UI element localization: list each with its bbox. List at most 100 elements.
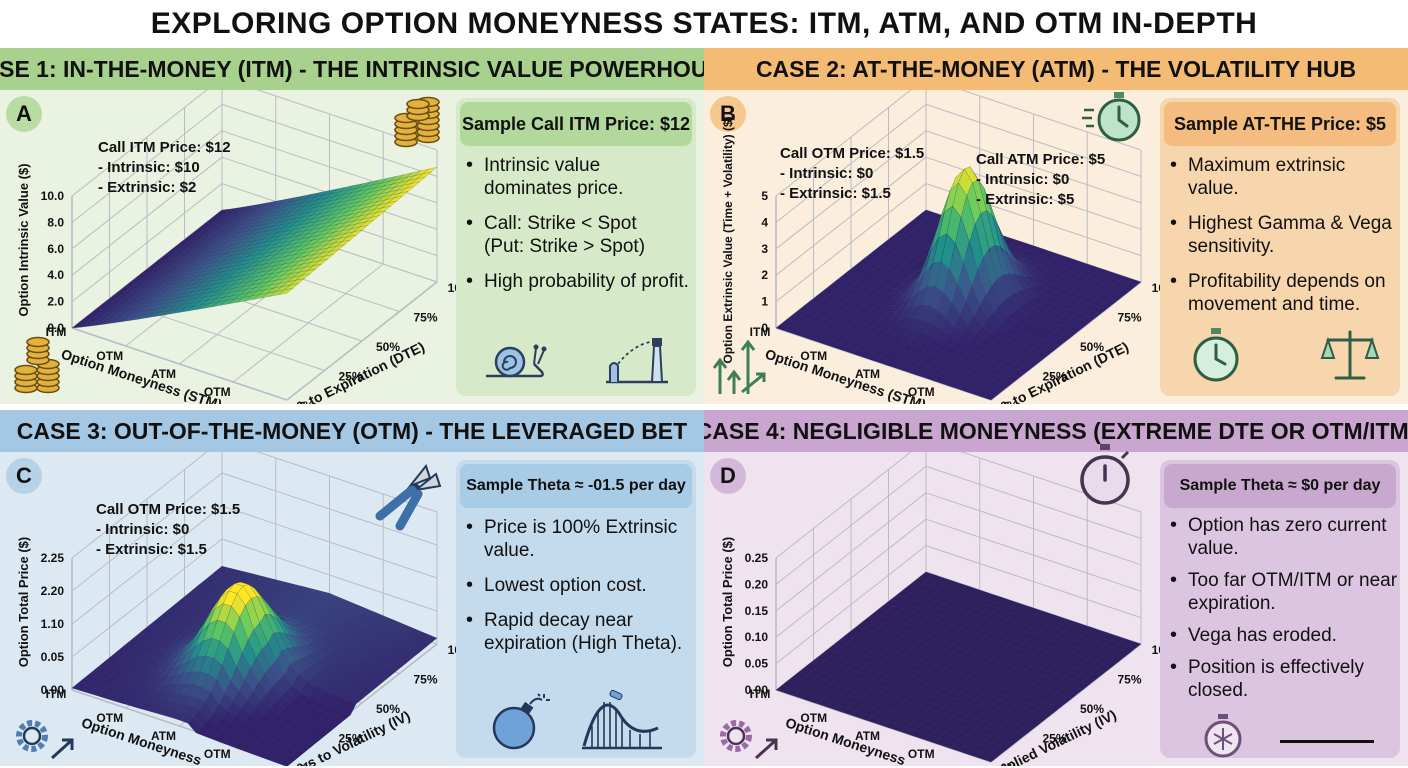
bullet-text: Maximum extrinsic — [1188, 155, 1346, 176]
case-4-letter: D — [710, 458, 746, 494]
z-tick-label: 0.10 — [745, 630, 769, 644]
case-1-panel: Sample Call ITM Price: $12 Intrinsic val… — [456, 98, 696, 396]
x-tick-label: ATM — [151, 729, 176, 743]
bullet-item: Lowest option cost. — [464, 574, 692, 597]
bullet-text: Option has zero current — [1188, 515, 1387, 536]
bullet-text: Too far OTM/ITM or near — [1188, 570, 1398, 591]
case-3-panel-title: Sample Theta ≈ -01.5 per day — [460, 464, 692, 508]
bullet-item: Vega has eroded. — [1168, 624, 1396, 647]
lighthouse-icon — [606, 338, 668, 384]
x-tick-label: OTM — [908, 747, 935, 761]
z-tick-label: 0.05 — [745, 657, 769, 671]
divider-line — [1280, 740, 1374, 743]
surface-cell — [1091, 306, 1107, 315]
surface-cell — [1103, 659, 1119, 667]
z-tick-label: 0.15 — [745, 604, 769, 618]
case-4-banner: CASE 4: NEGLIGIBLE MONEYNESS (EXTREME DT… — [704, 410, 1408, 452]
x-axis-label: Option Moneyness (STM) — [59, 346, 224, 404]
bullet-text: expiration (High Theta). — [484, 633, 683, 654]
annotation-text: - Extrinsic: $5 — [976, 191, 1074, 208]
bullet-text: Intrinsic value — [484, 155, 601, 176]
main-title: EXPLORING OPTION MONEYNESS STATES: ITM, … — [150, 7, 1258, 40]
y-tick-label: 25% — [1042, 732, 1066, 746]
bullet-text: Price is 100% Extrinsic — [484, 517, 678, 538]
roller-coaster-icon — [582, 689, 662, 750]
x-tick-label: OTM — [204, 747, 231, 761]
z-tick-label: 1.10 — [41, 617, 65, 631]
y-tick-label: 0% — [296, 399, 314, 404]
case-1-panel-title: Sample Call ITM Price: $12 — [460, 102, 692, 146]
negligible-surface-chart: 0.00 0.05 0.10 0.15 0.20 0.25 ITM OTM ATM OTM ITM 0… — [720, 452, 1164, 766]
bomb-icon — [492, 693, 550, 750]
z-tick-label: 0.25 — [745, 551, 769, 565]
case-3-letter: C — [6, 458, 42, 494]
coin-stack-icon — [14, 336, 60, 394]
surface-mesh — [71, 565, 438, 766]
bullet-text: Position is effectively — [1188, 657, 1365, 678]
annotation-text: - Extrinsic: $2 — [98, 179, 196, 196]
z-tick-label: 3 — [761, 242, 768, 256]
surface-cell — [370, 210, 386, 218]
surface-cell — [422, 167, 438, 175]
annotation-text: - Intrinsic: $0 — [96, 521, 189, 538]
y-tick-label: 25% — [1042, 370, 1066, 384]
surface-cell — [1091, 668, 1107, 677]
bullet-text: value. — [484, 540, 535, 561]
annotation-text: Call ATM Price: $5 — [976, 151, 1105, 168]
y-tick-label: 50% — [376, 340, 400, 354]
surface-mesh — [71, 167, 438, 329]
surface-cell — [388, 196, 403, 204]
y-tick-label: 75% — [413, 311, 437, 325]
x-tick-label: OTM — [908, 385, 935, 399]
coin-stack-icon — [394, 96, 440, 148]
z-tick-label: 0 — [761, 321, 768, 335]
case-1-section: CASE 1: IN-THE-MONEY (ITM) - THE INTRINS… — [0, 48, 704, 404]
z-axis-label: Option Total Price ($) — [16, 537, 31, 668]
surface-cell — [416, 639, 432, 648]
z-tick-label: 0.00 — [41, 683, 65, 697]
case-2-banner: CASE 2: AT-THE-MONEY (ATM) - THE VOLATIL… — [704, 48, 1408, 90]
bullet-text: Rapid decay near — [484, 610, 633, 631]
y-tick-label: 25% — [338, 732, 362, 746]
surface-cell — [1103, 297, 1119, 305]
surface-cell — [1114, 288, 1130, 296]
x-tick-label: OTM — [800, 711, 827, 725]
x-tick-label: ITM — [965, 403, 986, 404]
stopwatch-icon — [1193, 328, 1239, 382]
case-1-banner: CASE 1: IN-THE-MONEY (ITM) - THE INTRINS… — [0, 48, 704, 90]
z-tick-label: 0.0 — [47, 321, 64, 335]
bullet-text: Profitability depends on — [1188, 271, 1386, 292]
surface-cell — [324, 720, 340, 730]
x-tick-label: OTM — [96, 349, 123, 363]
surface-cell — [301, 739, 317, 749]
surface-cell — [1028, 718, 1044, 726]
surface-cell — [405, 648, 421, 658]
surface-cell — [1005, 736, 1021, 745]
case-2-section: CASE 2: AT-THE-MONEY (ATM) - THE VOLATIL… — [704, 48, 1408, 404]
scales-icon — [1320, 330, 1380, 380]
bullet-text: expiration. — [1188, 593, 1276, 614]
x-tick-label: ITM — [750, 325, 771, 339]
surface-mesh — [775, 166, 1142, 401]
surface-cell — [277, 288, 294, 296]
case-4-panel-title: Sample Theta ≈ $0 per day — [1164, 464, 1396, 508]
surface-cell — [1005, 374, 1021, 383]
z-axis-label: Option Intrinsic Value ($) — [16, 163, 31, 316]
surface-cell — [422, 634, 438, 644]
surface-cell — [405, 181, 420, 189]
gear-arrow-icon — [720, 720, 778, 760]
x-tick-label: OTM — [204, 385, 231, 399]
surface-cell — [341, 700, 357, 716]
x-tick-label: ATM — [855, 367, 880, 381]
surface-cell — [318, 254, 334, 262]
bullet-text: (Put: Strike > Spot) — [484, 236, 646, 257]
surface-cell — [342, 234, 357, 242]
itm-surface-chart: 0.0 2.0 4.0 6.0 8.0 10.0 ITM OTM ATM OTM ITM 0% 25% 5… — [16, 90, 460, 404]
bullet-text: sensitivity. — [1188, 236, 1275, 257]
